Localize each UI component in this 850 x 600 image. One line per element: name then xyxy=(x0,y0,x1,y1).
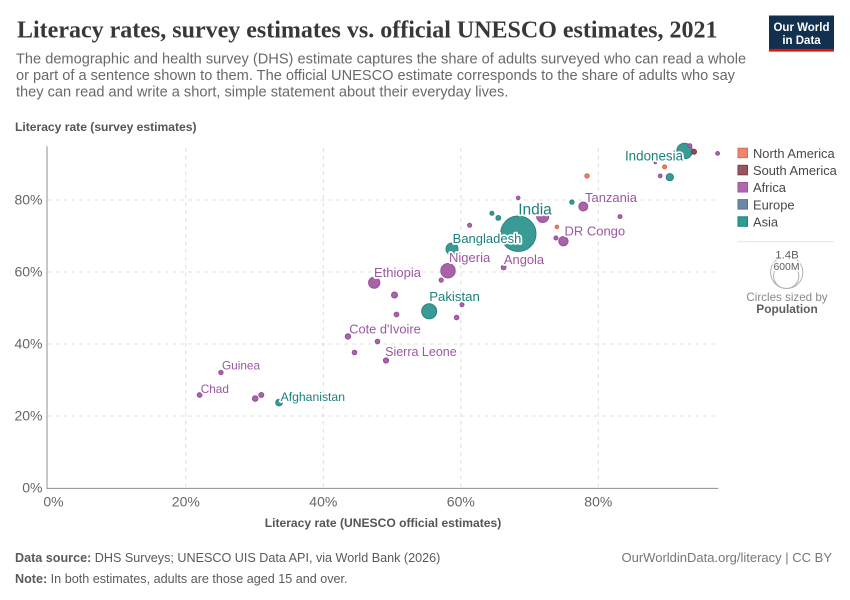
svg-text:Asia: Asia xyxy=(753,215,779,230)
svg-text:Circles sized by: Circles sized by xyxy=(746,291,827,304)
svg-text:Indonesia: Indonesia xyxy=(625,149,684,164)
svg-text:North America: North America xyxy=(753,146,835,161)
svg-text:or part of a sentence shown to: or part of a sentence shown to them. The… xyxy=(16,68,736,84)
svg-text:Angola: Angola xyxy=(504,252,545,267)
svg-text:The demographic and health sur: The demographic and health survey (DHS) … xyxy=(16,52,746,68)
svg-text:0%: 0% xyxy=(43,494,63,510)
svg-text:80%: 80% xyxy=(14,191,42,207)
svg-text:Nigeria: Nigeria xyxy=(449,250,491,265)
svg-text:Pakistan: Pakistan xyxy=(429,289,480,304)
svg-text:20%: 20% xyxy=(14,407,42,423)
svg-text:Tanzania: Tanzania xyxy=(585,190,638,205)
svg-text:Bangladesh: Bangladesh xyxy=(453,231,522,246)
svg-text:Literacy rate (UNESCO official: Literacy rate (UNESCO official estimates… xyxy=(265,516,502,530)
svg-text:1.4B: 1.4B xyxy=(775,250,798,262)
svg-text:they can read and write a shor: they can read and write a short, simple … xyxy=(16,85,508,101)
svg-text:Note: In both estimates, adult: Note: In both estimates, adults are thos… xyxy=(15,572,348,586)
svg-text:Africa: Africa xyxy=(753,180,787,195)
svg-text:80%: 80% xyxy=(584,494,612,510)
svg-text:India: India xyxy=(518,201,552,218)
svg-text:60%: 60% xyxy=(14,263,42,279)
svg-text:40%: 40% xyxy=(309,494,337,510)
svg-text:Literacy rates, survey estimat: Literacy rates, survey estimates vs. off… xyxy=(17,18,718,44)
svg-text:Chad: Chad xyxy=(201,382,229,396)
svg-text:DR Congo: DR Congo xyxy=(564,223,625,238)
svg-text:600M: 600M xyxy=(774,262,800,273)
svg-text:Our World: Our World xyxy=(773,22,829,34)
svg-text:Ethiopia: Ethiopia xyxy=(374,265,422,280)
svg-text:40%: 40% xyxy=(14,335,42,351)
svg-text:Cote d'Ivoire: Cote d'Ivoire xyxy=(349,322,420,337)
svg-text:60%: 60% xyxy=(447,494,475,510)
svg-text:0%: 0% xyxy=(22,479,42,495)
svg-text:Afghanistan: Afghanistan xyxy=(281,390,345,404)
svg-text:Population: Population xyxy=(756,302,817,316)
svg-text:Europe: Europe xyxy=(753,197,795,212)
svg-text:OurWorldinData.org/literacy |: OurWorldinData.org/literacy | CC BY xyxy=(622,550,833,565)
svg-text:Sierra Leone: Sierra Leone xyxy=(385,345,457,359)
svg-text:Data source: DHS Surveys; UNES: Data source: DHS Surveys; UNESCO UIS Dat… xyxy=(15,551,440,565)
svg-text:20%: 20% xyxy=(172,494,200,510)
svg-text:Literacy rate (survey estimate: Literacy rate (survey estimates) xyxy=(15,120,197,134)
svg-text:South America: South America xyxy=(753,163,838,178)
svg-text:Guinea: Guinea xyxy=(222,359,260,373)
svg-text:in Data: in Data xyxy=(782,35,821,47)
